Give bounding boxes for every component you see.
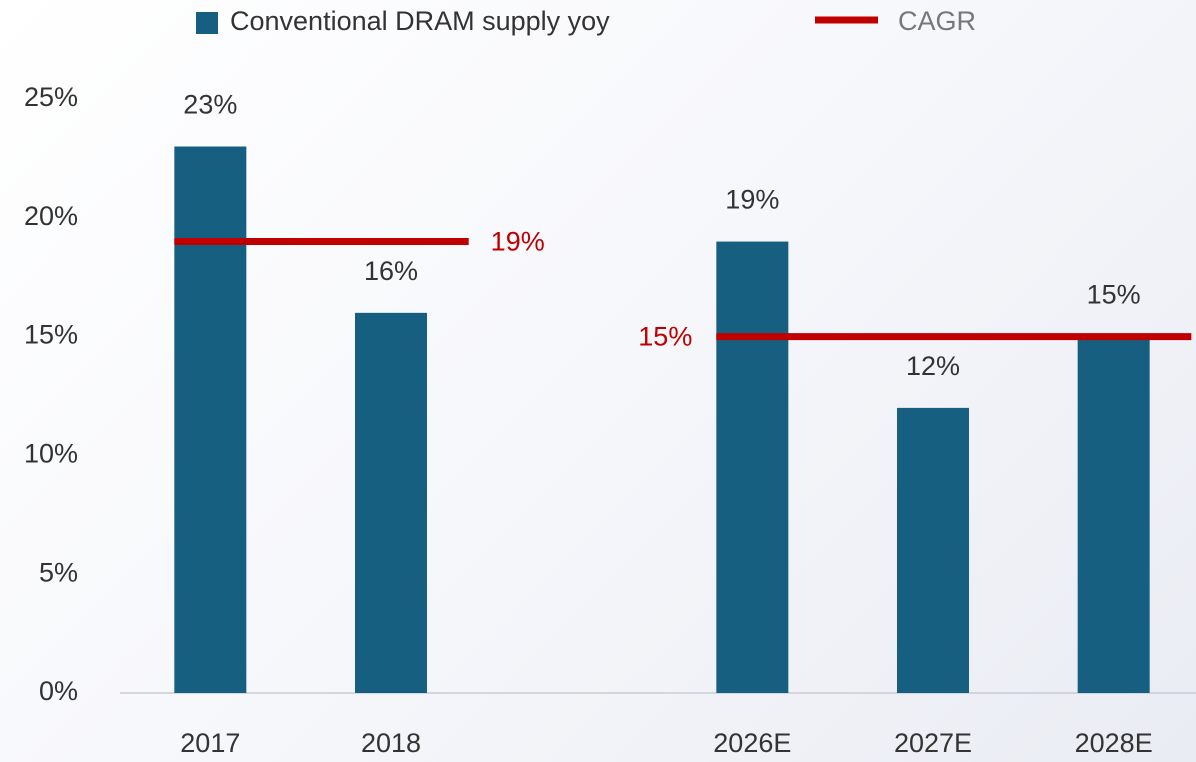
y-tick-label: 10% (24, 439, 78, 469)
x-tick-label: 2028E (1075, 728, 1153, 758)
y-tick-label: 20% (24, 201, 78, 231)
y-tick-label: 15% (24, 320, 78, 350)
data-label: 16% (364, 256, 418, 286)
legend-label: Conventional DRAM supply yoy (230, 6, 610, 36)
legend-label: CAGR (898, 6, 976, 36)
bar (355, 312, 427, 693)
x-tick-label: 2017 (180, 728, 240, 758)
x-tick-label: 2018 (361, 728, 421, 758)
bar (716, 241, 789, 693)
data-label: 15% (1087, 280, 1141, 310)
y-tick-label: 0% (39, 676, 78, 706)
y-tick-label: 5% (39, 557, 78, 587)
data-label: 23% (183, 90, 237, 120)
x-tick-label: 2027E (894, 728, 972, 758)
x-tick-label: 2026E (713, 728, 791, 758)
bar (897, 407, 969, 693)
cagr-label: 15% (638, 322, 692, 352)
bar (174, 146, 247, 693)
bar (1077, 336, 1150, 693)
y-tick-label: 25% (24, 82, 78, 112)
legend-swatch (196, 12, 218, 34)
data-label: 12% (906, 351, 960, 381)
data-label: 19% (725, 185, 779, 215)
cagr-label: 19% (491, 227, 545, 257)
